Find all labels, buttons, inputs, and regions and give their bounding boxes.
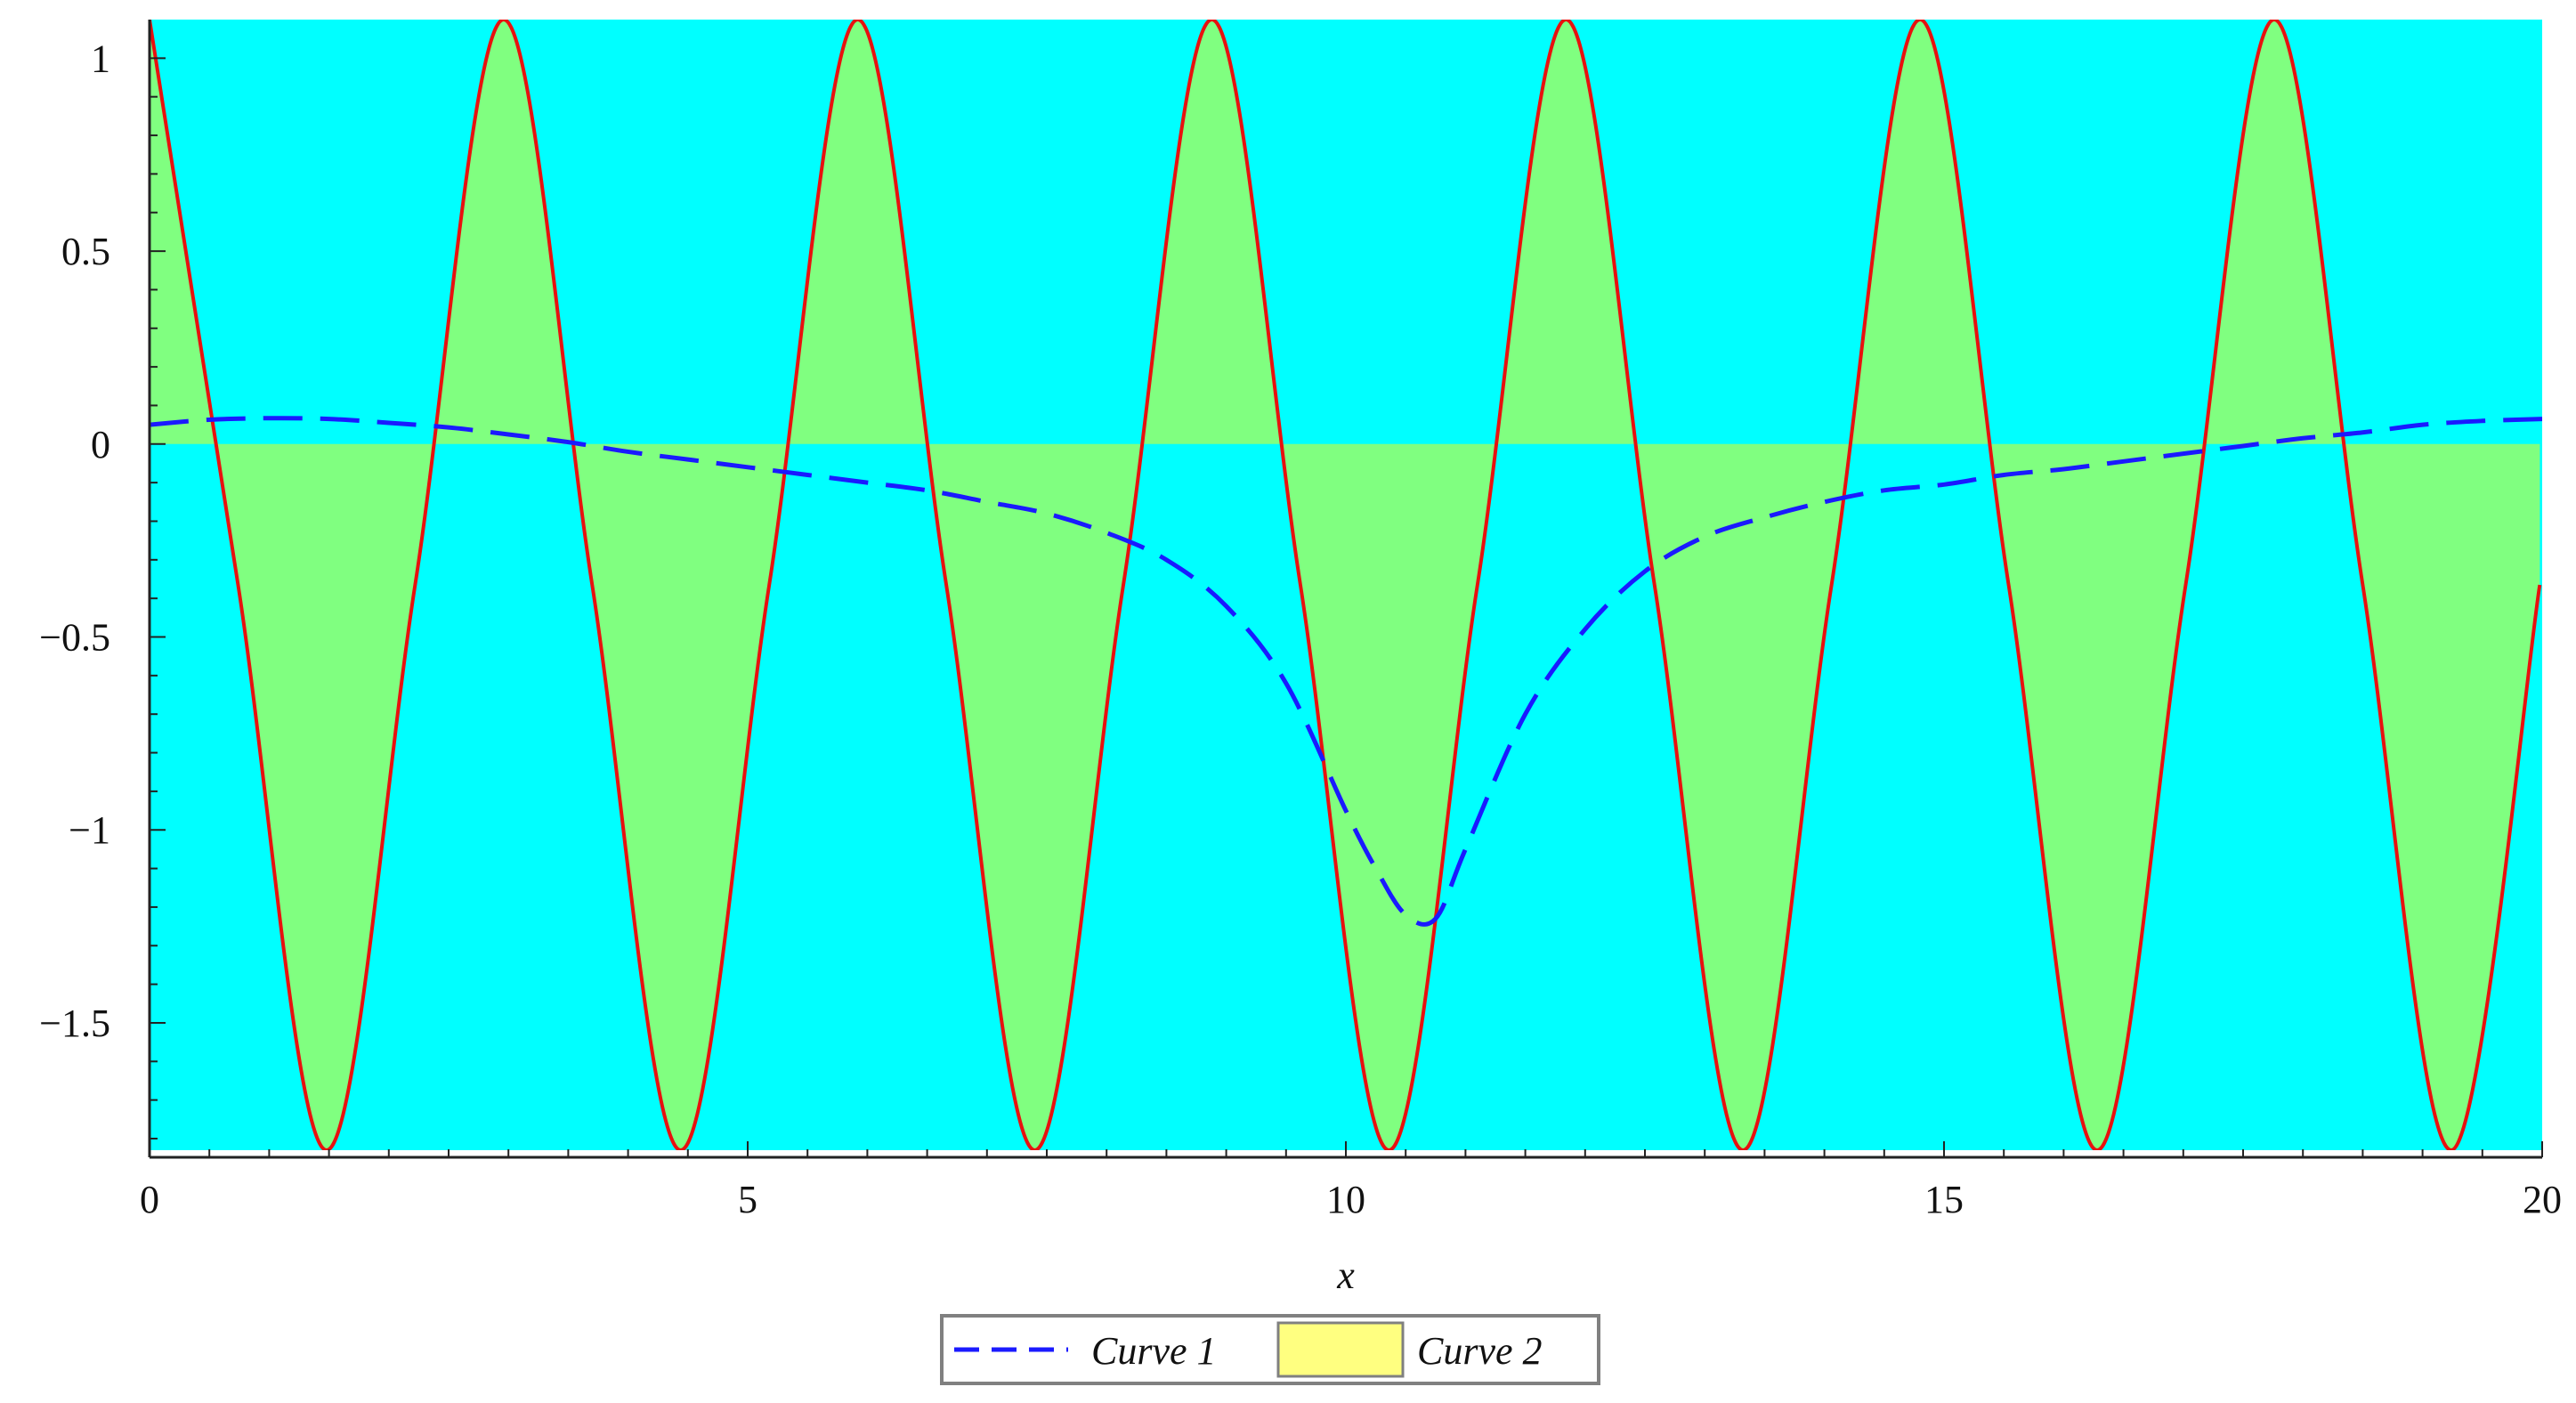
y-tick-label: 1 bbox=[91, 36, 110, 80]
x-axis-label: x bbox=[1336, 1253, 1355, 1297]
y-tick-label: −0.5 bbox=[39, 616, 110, 660]
x-tick-label: 20 bbox=[2523, 1178, 2562, 1221]
curve-2-fill-area bbox=[150, 20, 2540, 1150]
legend-curve-1-label: Curve 1 bbox=[1091, 1329, 1217, 1373]
y-tick-label: −1 bbox=[69, 808, 110, 852]
x-tick-label: 0 bbox=[140, 1178, 159, 1221]
legend-curve-2-swatch bbox=[1276, 1321, 1405, 1378]
x-tick-label: 15 bbox=[1924, 1178, 1964, 1221]
curve-2-line bbox=[150, 20, 2542, 1150]
tick-labels: 0 5 10 15 20 1 0.5 0 −0.5 −1 −1.5 bbox=[39, 36, 2562, 1221]
legend-border bbox=[940, 1314, 1600, 1385]
legend-curve-2-label: Curve 2 bbox=[1417, 1329, 1543, 1373]
curve-1-line bbox=[150, 416, 2542, 927]
y-tick-label: 0 bbox=[91, 423, 110, 466]
tick-marks bbox=[149, 57, 2543, 1157]
curve-2-area bbox=[150, 20, 2540, 1150]
x-tick-label: 10 bbox=[1326, 1178, 1365, 1221]
y-tick-label: 0.5 bbox=[61, 230, 110, 273]
y-tick-label: −1.5 bbox=[39, 1002, 110, 1045]
legend: Curve 1 Curve 2 bbox=[940, 1314, 1600, 1385]
series-lines bbox=[150, 20, 2542, 1150]
x-tick-label: 5 bbox=[738, 1178, 757, 1221]
